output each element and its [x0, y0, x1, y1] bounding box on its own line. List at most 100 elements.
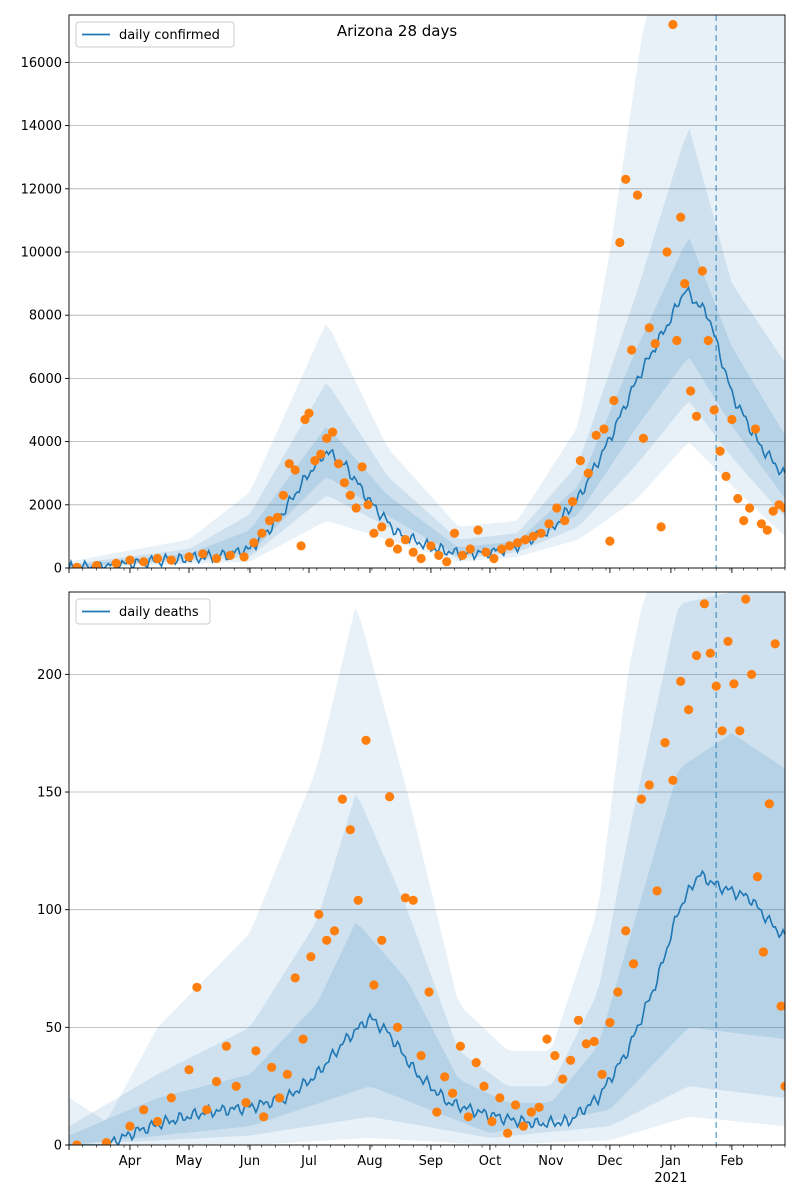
deaths-data-point	[628, 959, 639, 969]
deaths-data-point	[735, 726, 745, 736]
deaths-data-point	[274, 1093, 285, 1103]
deaths-data-point	[377, 935, 387, 945]
deaths-data-point	[231, 1081, 241, 1091]
x-tick-label: May	[176, 1154, 203, 1169]
confirmed-data-point	[304, 408, 314, 418]
confirmed-data-point	[544, 519, 554, 529]
deaths-data-point	[758, 947, 769, 957]
confirmed-data-point	[434, 550, 444, 561]
deaths-data-point	[202, 1105, 212, 1115]
deaths-data-point	[290, 973, 300, 983]
confirmed-data-point	[139, 557, 149, 567]
deaths-data-point	[353, 895, 363, 905]
deaths-data-point	[676, 676, 686, 687]
confirmed-data-point	[650, 339, 660, 349]
confirmed-data-point	[363, 500, 373, 510]
x-tick-label: Jan	[660, 1154, 681, 1169]
legend-box	[75, 598, 211, 625]
confirmed-data-point	[505, 541, 515, 551]
deaths-data-point	[125, 1121, 135, 1131]
deaths-data-point	[691, 650, 702, 661]
deaths-data-point	[573, 1015, 584, 1025]
confirmed-data-point	[400, 535, 410, 545]
deaths-panel: 0 50 100 150 200 Apr May Jun Jul Aug Sep Oct Nov Dec J…	[37, 591, 786, 1186]
deaths-data-point	[282, 1069, 292, 1079]
deaths-legend: daily deaths	[75, 598, 211, 625]
x-tick-label: Nov	[538, 1154, 564, 1169]
confirmed-data-point	[392, 544, 403, 554]
deaths-data-point	[597, 1069, 607, 1079]
confirmed-data-point	[599, 424, 609, 434]
confirmed-data-point	[591, 430, 601, 440]
deaths-data-point	[424, 987, 434, 997]
confirmed-data-point	[780, 503, 785, 513]
confirmed-panel: 0 2000 4000 6000 8000 10000 12000 14000 16000 dai…	[21, 14, 786, 577]
deaths-data-point	[408, 895, 418, 905]
deaths-data-point	[589, 1036, 599, 1047]
deaths-data-point	[152, 1116, 163, 1127]
confirmed-data-point	[125, 555, 135, 565]
confirmed-data-point	[768, 506, 778, 516]
deaths-data-point	[139, 1105, 149, 1115]
confirmed-data-point	[676, 212, 686, 222]
confirmed-data-point	[632, 190, 643, 200]
y-tick-label: 200	[37, 668, 62, 683]
y-tick-label: 10000	[21, 246, 62, 261]
confirmed-data-point	[339, 478, 349, 488]
uncertainty-band-1	[69, 592, 785, 1145]
y-tick-label: 12000	[21, 182, 62, 197]
legend-label: daily confirmed	[119, 28, 220, 43]
deaths-data-point	[503, 1128, 513, 1138]
confirmed-data-point	[316, 449, 326, 459]
confirmed-data-point	[426, 541, 436, 551]
plot-area	[69, 15, 785, 568]
deaths-data-point	[298, 1034, 308, 1044]
confirmed-data-point	[481, 547, 491, 557]
confirmed-data-point	[239, 552, 249, 562]
deaths-data-point	[699, 599, 710, 609]
deaths-data-point	[448, 1088, 458, 1098]
confirmed-data-point	[691, 411, 702, 421]
confirmed-data-point	[638, 433, 649, 443]
deaths-data-point	[416, 1051, 426, 1061]
confirmed-data-point	[225, 550, 235, 561]
deaths-data-point	[613, 987, 623, 997]
confirmed-data-point	[408, 547, 418, 557]
deaths-data-point	[534, 1102, 544, 1112]
confirmed-data-point	[627, 345, 637, 355]
uncertainty-band-3	[69, 238, 785, 568]
confirmed-data-point	[733, 493, 743, 504]
confirmed-data-point	[745, 503, 755, 513]
confirmed-data-point	[615, 237, 625, 248]
deaths-data-point	[72, 1140, 82, 1145]
deaths-data-point	[636, 794, 647, 804]
deaths-data-point	[668, 775, 678, 785]
confirmed-data-point	[385, 538, 395, 548]
deaths-data-point	[241, 1098, 251, 1108]
confirmed-data-point	[111, 558, 121, 568]
confirmed-data-point	[662, 247, 672, 257]
confirmed-data-point	[656, 522, 666, 532]
confirmed-data-point	[575, 456, 586, 466]
x-tick-label: Dec	[597, 1154, 622, 1169]
confirmed-data-point	[709, 405, 719, 415]
confirmed-data-point	[416, 553, 426, 564]
confirmed-data-point	[644, 323, 654, 333]
deaths-data-point	[221, 1041, 231, 1051]
deaths-data-point	[479, 1081, 489, 1091]
x-tick-label: Jul	[300, 1154, 317, 1169]
figure-title: Arizona 28 days	[337, 22, 458, 40]
confirmed-data-point	[621, 174, 631, 184]
deaths-data-point	[518, 1121, 529, 1131]
confirmed-data-point	[697, 266, 708, 276]
confirmed-data-point	[473, 525, 483, 535]
deaths-data-point	[166, 1093, 176, 1103]
deaths-data-point	[259, 1112, 269, 1122]
confirmed-data-point	[449, 528, 460, 538]
deaths-data-point	[705, 648, 715, 658]
deaths-data-point	[337, 794, 347, 804]
confirmed-data-point	[345, 490, 355, 500]
confirmed-data-point	[762, 525, 772, 535]
legend-box	[75, 21, 235, 48]
deaths-data-point	[392, 1022, 403, 1032]
